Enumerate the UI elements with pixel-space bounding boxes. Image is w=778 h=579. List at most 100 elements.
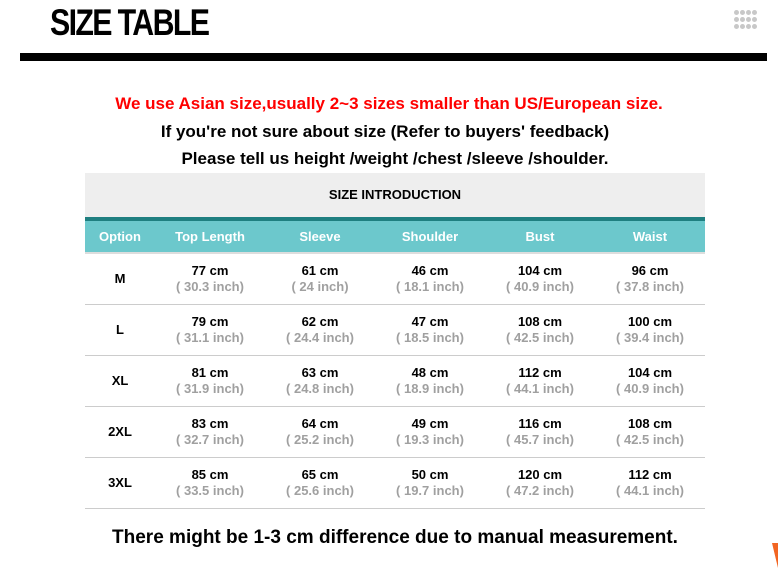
table-cell: 116 cm( 45.7 inch) — [485, 407, 595, 457]
table-cell: 112 cm( 44.1 inch) — [595, 458, 705, 508]
inch-value: ( 24 inch) — [291, 279, 349, 294]
column-header: Option — [99, 229, 141, 244]
inch-value: ( 44.1 inch) — [506, 381, 574, 396]
footer-note: There might be 1-3 cm difference due to … — [112, 527, 678, 548]
column-header: Shoulder — [401, 229, 459, 244]
column-header: Waist — [632, 229, 668, 244]
cm-value: 63 cm — [301, 365, 339, 380]
table-row: L 79 cm( 31.1 inch) 62 cm( 24.4 inch) 47 cm… — [85, 305, 705, 356]
cm-value: 46 cm — [411, 263, 449, 278]
column-header: Bust — [525, 229, 555, 244]
inch-value: ( 31.1 inch) — [176, 330, 244, 345]
divider — [20, 53, 767, 61]
cm-value: 83 cm — [191, 416, 229, 431]
table-cell: 83 cm( 32.7 inch) — [155, 407, 265, 457]
inch-value: ( 40.9 inch) — [506, 279, 574, 294]
inch-value: ( 42.5 inch) — [506, 330, 574, 345]
column-header: Top Length — [175, 229, 245, 244]
size-note: If you're not sure about size (Refer to … — [160, 122, 610, 141]
table-cell: 63 cm( 24.8 inch) — [265, 356, 375, 406]
inch-value: ( 18.1 inch) — [396, 279, 464, 294]
table-cell: 104 cm( 40.9 inch) — [595, 356, 705, 406]
table-cell: 100 cm( 39.4 inch) — [595, 305, 705, 355]
inch-value: ( 45.7 inch) — [506, 432, 574, 447]
inch-value: ( 24.8 inch) — [286, 381, 354, 396]
page-title: SIZE TABLE — [50, 2, 210, 43]
table-cell: 46 cm( 18.1 inch) — [375, 254, 485, 304]
cm-value: 47 cm — [411, 314, 449, 329]
size-label: M — [114, 271, 126, 286]
cm-value: 64 cm — [301, 416, 339, 431]
inch-value: ( 30.3 inch) — [176, 279, 244, 294]
cm-value: 61 cm — [301, 263, 339, 278]
table-cell: 62 cm( 24.4 inch) — [265, 305, 375, 355]
table-cell: 50 cm( 19.7 inch) — [375, 458, 485, 508]
size-table: SIZE INTRODUCTION Option Top Length Sleeve… — [85, 173, 705, 509]
table-row: XL 81 cm( 31.9 inch) 63 cm( 24.8 inch) 48 c… — [85, 356, 705, 407]
cm-value: 81 cm — [191, 365, 229, 380]
table-cell: 49 cm( 19.3 inch) — [375, 407, 485, 457]
inch-value: ( 47.2 inch) — [506, 483, 574, 498]
table-row: 3XL 85 cm( 33.5 inch) 65 cm( 25.6 inch) 50 … — [85, 458, 705, 509]
table-row: 2XL 83 cm( 32.7 inch) 64 cm( 25.2 inch) 49 … — [85, 407, 705, 458]
size-label: 2XL — [108, 424, 132, 439]
cm-value: 120 cm — [517, 467, 563, 482]
inch-value: ( 19.3 inch) — [396, 432, 464, 447]
table-cell: 77 cm( 30.3 inch) — [155, 254, 265, 304]
size-label: L — [116, 322, 124, 337]
table-cell: 47 cm( 18.5 inch) — [375, 305, 485, 355]
inch-value: ( 42.5 inch) — [616, 432, 684, 447]
measurement-request: Please tell us height /weight /chest /sl… — [181, 149, 609, 168]
cm-value: 96 cm — [631, 263, 669, 278]
inch-value: ( 31.9 inch) — [176, 381, 244, 396]
inch-value: ( 18.9 inch) — [396, 381, 464, 396]
inch-value: ( 33.5 inch) — [176, 483, 244, 498]
column-header: Sleeve — [299, 229, 341, 244]
table-cell: 61 cm( 24 inch) — [265, 254, 375, 304]
size-label: 3XL — [108, 475, 132, 490]
inch-value: ( 24.4 inch) — [286, 330, 354, 345]
table-cell: 108 cm( 42.5 inch) — [595, 407, 705, 457]
table-cell: 120 cm( 47.2 inch) — [485, 458, 595, 508]
cm-value: 116 cm — [518, 416, 562, 431]
cm-value: 79 cm — [191, 314, 229, 329]
inch-value: ( 44.1 inch) — [616, 483, 684, 498]
asian-size-warning: We use Asian size,usually 2~3 sizes smal… — [115, 94, 663, 113]
table-row: M 77 cm( 30.3 inch) 61 cm( 24 inch) 46 cm( … — [85, 254, 705, 305]
grid-dots-icon[interactable] — [734, 10, 757, 30]
cm-value: 112 cm — [518, 365, 562, 380]
inch-value: ( 32.7 inch) — [176, 432, 244, 447]
cm-value: 104 cm — [627, 365, 673, 380]
table-cell: 104 cm( 40.9 inch) — [485, 254, 595, 304]
inch-value: ( 37.8 inch) — [616, 279, 684, 294]
cm-value: 50 cm — [411, 467, 449, 482]
cm-value: 100 cm — [627, 314, 673, 329]
size-label: XL — [111, 373, 129, 388]
table-cell: 96 cm( 37.8 inch) — [595, 254, 705, 304]
inch-value: ( 18.5 inch) — [396, 330, 464, 345]
inch-value: ( 25.2 inch) — [286, 432, 354, 447]
inch-value: ( 39.4 inch) — [616, 330, 684, 345]
table-cell: 48 cm( 18.9 inch) — [375, 356, 485, 406]
inch-value: ( 40.9 inch) — [616, 381, 684, 396]
table-cell: 64 cm( 25.2 inch) — [265, 407, 375, 457]
cm-value: 48 cm — [411, 365, 449, 380]
cm-value: 65 cm — [301, 467, 339, 482]
table-header: Option Top Length Sleeve Shoulder Bust Waist — [85, 221, 705, 254]
table-cell: 65 cm( 25.6 inch) — [265, 458, 375, 508]
cm-value: 77 cm — [191, 263, 229, 278]
cm-value: 62 cm — [301, 314, 339, 329]
table-cell: 85 cm( 33.5 inch) — [155, 458, 265, 508]
table-caption: SIZE INTRODUCTION — [85, 173, 705, 221]
table-cell: 112 cm( 44.1 inch) — [485, 356, 595, 406]
corner-decoration — [772, 543, 778, 568]
table-cell: 79 cm( 31.1 inch) — [155, 305, 265, 355]
cm-value: 108 cm — [627, 416, 673, 431]
cm-value: 49 cm — [411, 416, 449, 431]
inch-value: ( 25.6 inch) — [286, 483, 354, 498]
cm-value: 108 cm — [517, 314, 563, 329]
table-cell: 108 cm( 42.5 inch) — [485, 305, 595, 355]
table-cell: 81 cm( 31.9 inch) — [155, 356, 265, 406]
cm-value: 112 cm — [628, 467, 672, 482]
cm-value: 104 cm — [517, 263, 563, 278]
